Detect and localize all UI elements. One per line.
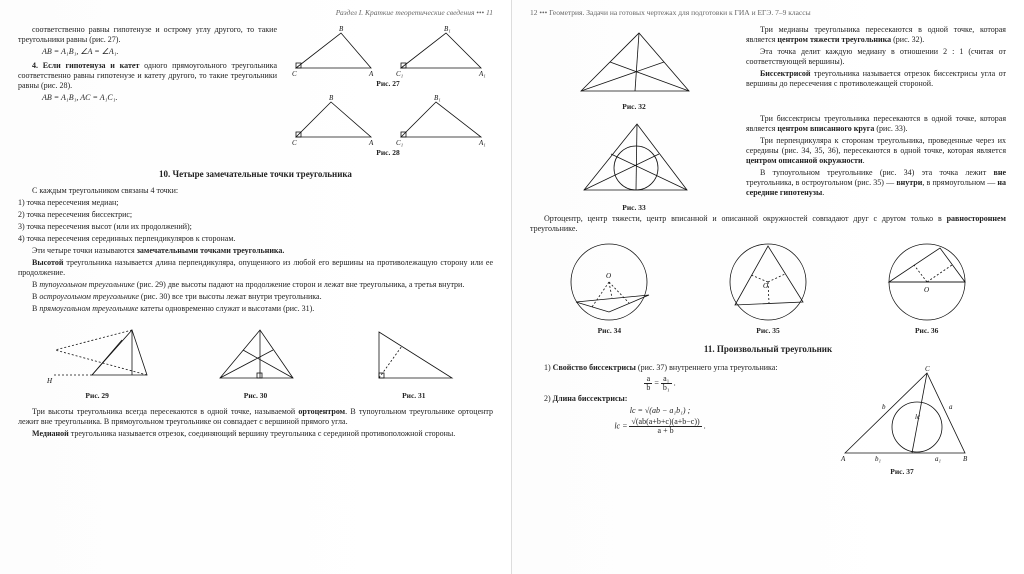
para-acute: В остроугольном треугольнике (рис. 30) в… — [18, 292, 493, 302]
figure-33: Рис. 33 — [530, 112, 738, 212]
svg-text:B: B — [963, 455, 968, 463]
svg-text:O: O — [763, 282, 768, 290]
para-right: В прямоугольном треугольнике катеты одно… — [18, 304, 493, 314]
svg-text:b₁: b₁ — [875, 455, 881, 463]
svg-text:C₁: C₁ — [396, 139, 403, 147]
block-bisectors: Рис. 33 Три биссектрисы треугольника пер… — [530, 112, 1006, 212]
figure-36: O Рис. 36 — [847, 240, 1006, 335]
svg-text:C: C — [925, 365, 930, 373]
svg-text:C₁: C₁ — [396, 70, 403, 78]
svg-text:lc: lc — [915, 413, 921, 421]
li-altitudes: 3) точка пересечения высот (или их продо… — [18, 222, 493, 232]
para-remarkable: Эти четыре точки называются замечательны… — [18, 246, 493, 256]
svg-text:b: b — [882, 403, 886, 411]
figure-29: H Рис. 29 — [18, 320, 176, 400]
page-right: 12 ••• Геометрия. Задачи на готовых черт… — [512, 0, 1024, 574]
page-left: Раздел I. Краткие теоретические сведения… — [0, 0, 512, 574]
para-equilateral: Ортоцентр, центр тяжести, центр вписанно… — [530, 214, 1006, 234]
block-bisector-prop: 1) Свойство биссектрисы (рис. 37) внутре… — [530, 361, 1006, 476]
svg-text:C: C — [292, 139, 297, 147]
svg-text:A: A — [368, 70, 374, 78]
figure-35: O Рис. 35 — [689, 240, 848, 335]
fig28-caption: Рис. 28 — [283, 148, 493, 157]
para-median-def: Медианой треугольника называется отрезок… — [18, 429, 493, 439]
para-altitude-def: Высотой треугольника называется длина пе… — [18, 258, 493, 278]
figure-31: Рис. 31 — [335, 320, 493, 400]
fig27-caption: Рис. 27 — [283, 79, 493, 88]
svg-text:a: a — [949, 403, 953, 411]
eq-bisector-ratio: ab = a₁b₁ . — [530, 375, 790, 392]
running-head-right: 12 ••• Геометрия. Задачи на готовых черт… — [530, 8, 1006, 17]
li-bisectors: 2) точка пересечения биссектрис; — [18, 210, 493, 220]
svg-text:B₁: B₁ — [434, 94, 441, 102]
svg-text:B: B — [329, 94, 334, 102]
eq-lc-1: lc = √(ab − a₁b₁) ; — [530, 406, 790, 416]
para-obtuse: В тупоугольном треугольнике (рис. 29) дв… — [18, 280, 493, 290]
figure-37: A B C b a b₁ a₁ lc Рис. 37 — [798, 361, 1006, 476]
heading-11: 11. Произвольный треугольник — [530, 344, 1006, 355]
book-spread: Раздел I. Краткие теоретические сведения… — [0, 0, 1024, 574]
svg-text:A₁: A₁ — [478, 70, 486, 78]
figrow-34-36: O Рис. 34 O Рис. 35 — [530, 240, 1006, 335]
li-medians: 1) точка пересечения медиан; — [18, 198, 493, 208]
running-head-left: Раздел I. Краткие теоретические сведения… — [18, 8, 493, 17]
figure-27-svg: B C A B₁ C₁ A₁ — [286, 23, 491, 78]
svg-text:O: O — [606, 272, 611, 280]
svg-text:B: B — [339, 25, 344, 33]
block-medians: Рис. 32 Три медианы треугольника пересек… — [530, 23, 1006, 111]
figure-32: Рис. 32 — [530, 23, 738, 111]
para-4points: С каждым треугольником связаны 4 точки: — [18, 186, 493, 196]
runhead-text-r: 12 ••• Геометрия. Задачи на готовых черт… — [530, 8, 811, 17]
svg-text:H: H — [46, 377, 53, 385]
para-orthocenter: Три высоты треугольника всегда пересекаю… — [18, 407, 493, 427]
svg-text:B₁: B₁ — [444, 25, 451, 33]
figure-27-28-block: B C A B₁ C₁ A₁ Рис. 27 — [283, 23, 493, 157]
svg-text:A: A — [368, 139, 374, 147]
figure-30: Рис. 30 — [176, 320, 334, 400]
heading-10: 10. Четыре замечательные точки треугольн… — [18, 169, 493, 180]
svg-text:a₁: a₁ — [935, 455, 941, 463]
li-perpbis: 4) точка пересечения серединных перпенди… — [18, 234, 493, 244]
svg-text:A: A — [840, 455, 846, 463]
figure-34: O Рис. 34 — [530, 240, 689, 335]
svg-text:O: O — [924, 286, 929, 294]
eq-lc-2: lc = √(ab(a+b+c)(a+b−c))a + b . — [530, 418, 790, 435]
svg-text:A₁: A₁ — [478, 139, 486, 147]
runhead-text: Раздел I. Краткие теоретические сведения… — [336, 8, 493, 17]
figrow-29-31: H Рис. 29 Рис. 30 — [18, 320, 493, 400]
svg-text:C: C — [292, 70, 297, 78]
figure-28-svg: B C A B₁ C₁ A₁ — [286, 92, 491, 147]
